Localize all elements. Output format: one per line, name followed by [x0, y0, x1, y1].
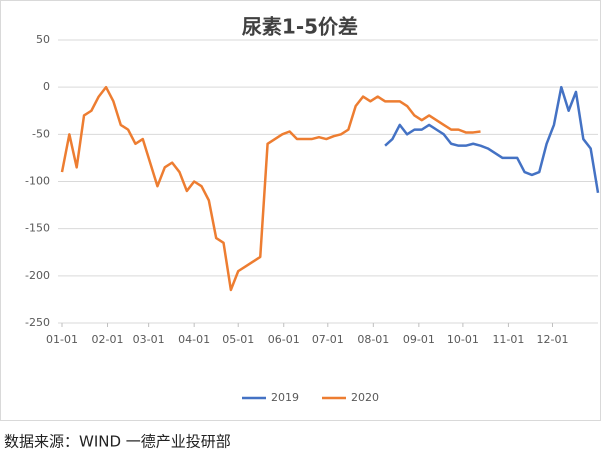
x-tick-label: 11-01	[492, 333, 524, 346]
x-tick-label: 06-01	[268, 333, 300, 346]
chart-title: 尿素1-5价差	[242, 15, 358, 39]
x-tick-label: 01-01	[46, 333, 78, 346]
legend-label: 2019	[271, 391, 299, 404]
footer: 数据来源：WIND 一德产业投研部	[4, 433, 231, 451]
x-tick-label: 02-01	[92, 333, 124, 346]
y-tick-label: -50	[32, 127, 50, 140]
x-tick-label: 04-01	[178, 333, 210, 346]
y-tick-label: -250	[25, 316, 50, 329]
y-tick-label: -200	[25, 269, 50, 282]
x-tick-label: 10-01	[447, 333, 479, 346]
y-tick-label: 0	[43, 80, 50, 93]
x-tick-label: 12-01	[536, 333, 568, 346]
x-tick-label: 05-01	[222, 333, 254, 346]
x-tick-label: 08-01	[357, 333, 389, 346]
x-tick-label: 07-01	[312, 333, 344, 346]
x-tick-label: 03-01	[133, 333, 165, 346]
chart-frame	[0, 0, 601, 421]
y-tick-label: -150	[25, 222, 50, 235]
y-tick-label: -100	[25, 175, 50, 188]
y-tick-label: 50	[36, 33, 50, 46]
line-series	[384, 85, 600, 194]
line-series	[60, 85, 481, 292]
legend-label: 2020	[351, 391, 379, 404]
x-tick-label: 09-01	[403, 333, 435, 346]
